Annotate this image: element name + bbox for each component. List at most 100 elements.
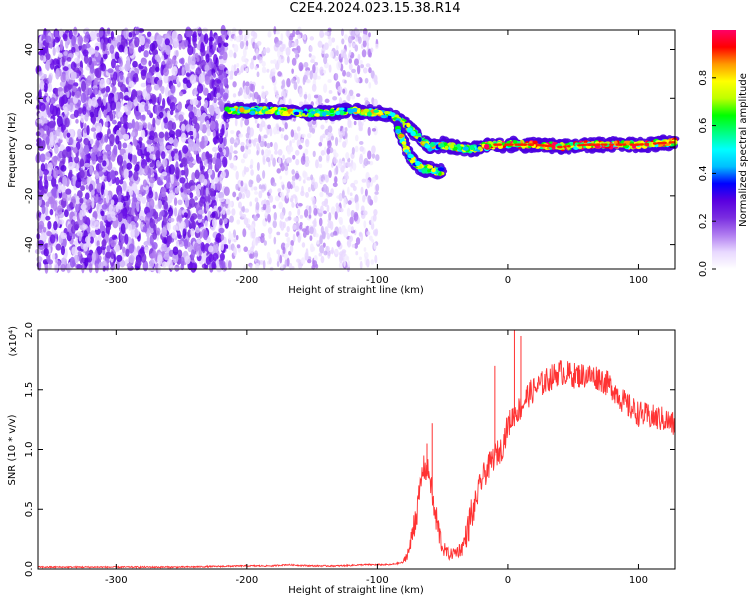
spectrogram-noise-cell <box>114 92 118 103</box>
spectrogram-noise-cell <box>117 212 123 223</box>
spectrogram-noise-cell <box>126 162 133 170</box>
spectrogram-noise-cell <box>178 42 182 50</box>
spectrogram-noise-cell <box>59 39 64 51</box>
spectrogram-noise-cell <box>279 211 285 220</box>
spectrogram-noise-cell <box>75 195 80 204</box>
spectrogram-noise-cell <box>238 201 242 209</box>
spectrogram-noise-cell <box>69 201 74 209</box>
spectrogram-noise-cell <box>240 141 245 147</box>
spectrogram-noise-cell <box>197 27 202 34</box>
spectrogram-noise-cell <box>101 231 106 239</box>
spectrogram-noise-cell <box>245 68 249 73</box>
spectrogram-noise-cell <box>69 168 73 178</box>
spectrogram-noise-cell <box>229 215 234 223</box>
spectrogram-noise-cell <box>337 162 342 169</box>
spectrogram-noise-cell <box>100 210 105 217</box>
spectrogram-noise-cell <box>106 78 110 85</box>
spectrogram-noise-cell <box>240 119 243 128</box>
spectrogram-noise-cell <box>273 236 277 245</box>
spectrogram-noise-cell <box>301 133 306 138</box>
spectrogram-noise-cell <box>132 94 136 100</box>
spectrogram-noise-cell <box>173 207 178 217</box>
spectrogram-noise-cell <box>309 70 313 80</box>
spectrogram-noise-cell <box>149 130 155 138</box>
spectrogram-noise-cell <box>71 246 78 256</box>
spectrogram-noise-cell <box>163 238 167 244</box>
spectrogram-noise-cell <box>175 240 180 248</box>
spectrogram-noise-cell <box>240 180 244 187</box>
spectrogram-noise-cell <box>193 31 197 37</box>
spectrogram-noise-cell <box>141 196 147 204</box>
spectrogram-noise-cell <box>277 188 282 193</box>
spectrogram-noise-cell <box>50 136 54 146</box>
spectrogram-noise-cell <box>152 50 157 57</box>
spectrogram-noise-cell <box>95 193 99 201</box>
spectrogram-noise-cell <box>318 252 323 257</box>
spectrogram-noise-cell <box>320 255 325 264</box>
spectrogram-noise-cell <box>351 244 356 248</box>
spectrogram-noise-cell <box>276 261 280 268</box>
spectrogram-noise-cell <box>135 110 141 121</box>
spectrogram-noise-cell <box>311 196 316 206</box>
spectrogram-noise-cell <box>205 187 209 197</box>
spectrogram-noise-cell <box>199 160 204 172</box>
spectrogram-noise-cell <box>196 109 202 118</box>
spectrogram-noise-cell <box>211 211 216 218</box>
spectrogram-noise-cell <box>318 155 323 162</box>
spectrogram-noise-cell <box>47 220 52 230</box>
spectrogram-noise-cell <box>134 215 139 222</box>
spectrogram-noise-cell <box>66 56 72 62</box>
spectrogram-noise-cell <box>88 98 92 108</box>
spectrogram-noise-cell <box>146 139 153 145</box>
spectrogram-noise-cell <box>239 40 244 50</box>
spectrogram-noise-cell <box>154 104 161 116</box>
spectrogram-noise-cell <box>82 106 87 115</box>
spectrogram-noise-cell <box>196 95 202 101</box>
spectrogram-noise-cell <box>54 144 59 155</box>
spectrogram-noise-cell <box>177 199 183 206</box>
spectrogram-noise-cell <box>294 38 298 47</box>
spectrogram-noise-cell <box>54 258 59 264</box>
spectrogram-noise-cell <box>104 121 109 128</box>
spectrogram-noise-cell <box>101 63 107 72</box>
spectrogram-noise-cell <box>300 190 305 197</box>
spectrogram-noise-cell <box>285 217 289 222</box>
spectrogram-noise-cell <box>338 226 342 235</box>
spectrogram-noise-cell <box>349 166 353 173</box>
spectrogram-noise-cell <box>111 234 118 240</box>
spectrogram-noise-cell <box>45 96 50 102</box>
spectrogram-noise-cell <box>207 70 212 77</box>
spectrogram-noise-cell <box>249 164 253 169</box>
spectrogram-noise-cell <box>191 171 196 182</box>
spectrogram-noise-cell <box>167 222 171 232</box>
spectrogram-noise-cell <box>335 49 339 57</box>
spectrogram-noise-cell <box>292 154 296 160</box>
spectrogram-noise-cell <box>199 114 205 124</box>
page-title: C2E4.2024.023.15.38.R14 <box>289 1 461 16</box>
spectrogram-noise-cell <box>298 144 303 150</box>
spectrogram-noise-cell <box>364 77 369 84</box>
spectrogram-noise-cell <box>359 260 363 269</box>
spectrogram-noise-cell <box>55 243 62 251</box>
spectrogram-noise-cell <box>270 71 276 76</box>
spectrogram-noise-cell <box>84 112 89 122</box>
spectrogram-noise-cell <box>374 43 379 50</box>
spectrogram-noise-cell <box>56 107 61 118</box>
spectrogram-noise-cell <box>190 185 196 191</box>
spectrogram-noise-cell <box>310 59 315 64</box>
spectrogram-noise-cell <box>233 142 238 148</box>
spectrogram-noise-cell <box>299 222 303 227</box>
spectrogram-noise-cell <box>180 57 185 65</box>
spectrogram-noise-cell <box>204 99 209 109</box>
spectrogram-noise-cell <box>157 180 164 186</box>
spectrogram-noise-cell <box>373 194 378 203</box>
spectrogram-noise-cell <box>73 109 79 118</box>
spectrogram-noise-cell <box>262 203 267 211</box>
spectrogram-noise-cell <box>273 142 278 152</box>
spectrogram-noise-cell <box>234 118 238 127</box>
spectrogram-noise-cell <box>279 254 283 264</box>
spectrogram-noise-cell <box>216 92 221 98</box>
spectrogram-noise-cell <box>346 239 352 248</box>
spectrogram-noise-cell <box>60 245 65 256</box>
